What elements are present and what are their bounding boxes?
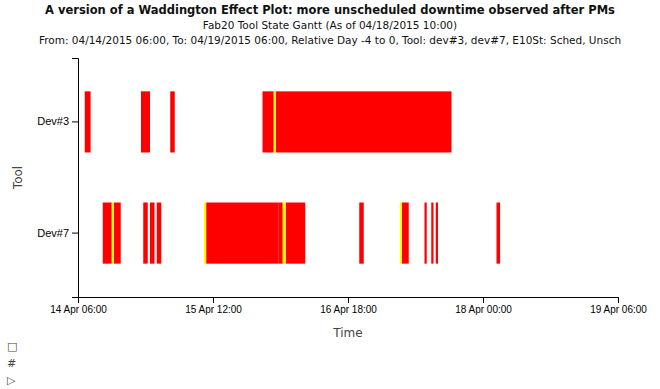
subtitle: Fab20 Tool State Gantt (As of 04/18/2015… bbox=[203, 19, 457, 31]
bar bbox=[425, 203, 427, 264]
x-tick: 19 Apr 06:00 bbox=[590, 297, 647, 315]
y-tick-mark bbox=[72, 233, 78, 234]
icon: □ bbox=[7, 340, 17, 353]
icon: ▷ bbox=[7, 374, 16, 387]
x-axis-line bbox=[79, 298, 619, 304]
x-tick-label: 18 Apr 00:00 bbox=[455, 304, 512, 315]
title: A version of a Waddington Effect Plot: m… bbox=[45, 3, 615, 17]
bar bbox=[497, 203, 501, 264]
bar bbox=[278, 203, 283, 264]
x-tick: 15 Apr 12:00 bbox=[185, 297, 242, 315]
bar bbox=[206, 203, 278, 264]
bar bbox=[359, 203, 364, 264]
bar bbox=[263, 91, 274, 152]
y-tick-label: Dev#7 bbox=[37, 227, 69, 239]
bar bbox=[85, 91, 91, 152]
bar bbox=[157, 203, 162, 264]
y-tick: Dev#3 bbox=[37, 115, 78, 127]
x-tick-mark bbox=[213, 297, 214, 303]
icon: # bbox=[7, 357, 16, 370]
bar bbox=[283, 203, 286, 264]
y-tick-label: Dev#3 bbox=[37, 115, 69, 127]
y-axis: Dev#3 Dev#7 bbox=[37, 59, 78, 298]
bar bbox=[431, 203, 433, 264]
bar bbox=[436, 203, 438, 264]
bar bbox=[274, 91, 276, 152]
bar bbox=[400, 203, 402, 264]
x-axis: 14 Apr 06:00 15 Apr 12:00 16 Apr 18:00 18 A… bbox=[50, 297, 647, 315]
x-tick-label: 14 Apr 06:00 bbox=[50, 304, 107, 315]
x-axis-title: Time bbox=[332, 326, 362, 340]
y-axis-line bbox=[72, 59, 79, 298]
bar bbox=[141, 91, 150, 152]
bar bbox=[170, 91, 175, 152]
y-tick: Dev#7 bbox=[37, 227, 78, 239]
x-tick: 14 Apr 06:00 bbox=[50, 297, 107, 315]
bar bbox=[402, 203, 409, 264]
bars bbox=[85, 91, 500, 263]
plot-area: 14 Apr 06:00 15 Apr 12:00 16 Apr 18:00 18 A… bbox=[37, 59, 647, 316]
subtitle: From: 04/14/2015 06:00, To: 04/19/2015 0… bbox=[39, 34, 621, 46]
y-axis-title: Tool bbox=[11, 166, 25, 190]
x-tick: 16 Apr 18:00 bbox=[320, 297, 377, 315]
bar bbox=[143, 203, 148, 264]
x-tick-label: 19 Apr 06:00 bbox=[590, 304, 647, 315]
x-tick-mark bbox=[348, 297, 349, 303]
y-tick-mark bbox=[72, 121, 78, 122]
bar bbox=[112, 203, 114, 264]
bar bbox=[276, 91, 452, 152]
chart: A version of a Waddington Effect Plot: m… bbox=[0, 0, 660, 389]
bar bbox=[150, 203, 155, 264]
bar bbox=[204, 203, 206, 264]
x-tick-label: 15 Apr 12:00 bbox=[185, 304, 242, 315]
bar bbox=[286, 203, 305, 264]
x-tick-label: 16 Apr 18:00 bbox=[320, 304, 377, 315]
bar bbox=[103, 203, 112, 264]
x-tick-mark bbox=[618, 297, 619, 303]
x-tick: 18 Apr 00:00 bbox=[455, 297, 512, 315]
bar bbox=[114, 203, 121, 264]
x-tick-mark bbox=[483, 297, 484, 303]
